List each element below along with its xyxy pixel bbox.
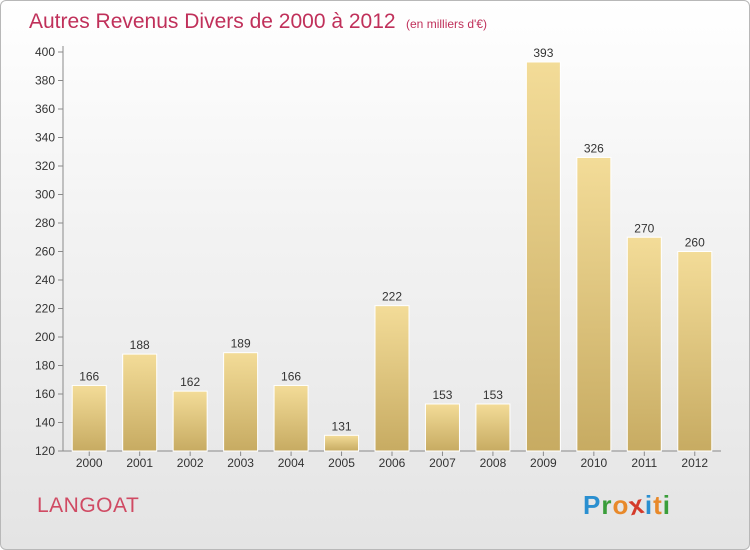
proxiti-logo: Proxiti	[583, 489, 671, 522]
x-tick-label: 2006	[379, 456, 406, 470]
x-tick-label: 2004	[278, 456, 305, 470]
y-tick-label: 360	[35, 102, 55, 116]
commune-name: LANGOAT	[37, 494, 140, 517]
x-tick-label: 2010	[580, 456, 607, 470]
bars	[71, 61, 713, 452]
y-tick-label: 340	[35, 131, 55, 145]
x-tick-label: 2003	[227, 456, 254, 470]
logo-letter: o	[612, 490, 630, 520]
bar-2001	[122, 353, 158, 452]
data-label-2004: 166	[281, 369, 301, 383]
y-tick-label: 200	[35, 330, 55, 344]
bar-2002	[172, 390, 208, 452]
data-label-2003: 189	[231, 337, 251, 351]
bar-2006	[374, 305, 410, 452]
bar-2000	[71, 384, 107, 452]
x-tick-label: 2009	[530, 456, 557, 470]
data-label-2000: 166	[79, 369, 99, 383]
y-tick-label: 120	[35, 444, 55, 458]
data-label-2012: 260	[685, 236, 705, 250]
x-tick-label: 2012	[681, 456, 708, 470]
logo-letter: r	[601, 490, 613, 520]
y-tick-label: 380	[35, 74, 55, 88]
x-tick-label: 2005	[328, 456, 355, 470]
x-tick-label: 2008	[480, 456, 507, 470]
data-label-2002: 162	[180, 375, 200, 389]
y-tick-label: 280	[35, 216, 55, 230]
y-tick-label: 240	[35, 273, 55, 287]
data-label-2010: 326	[584, 141, 604, 155]
logo-letter: i	[644, 490, 654, 520]
y-tick-label: 220	[35, 302, 55, 316]
x-tick-label: 2002	[177, 456, 204, 470]
chart-title-row: Autres Revenus Divers de 2000 à 2012 (en…	[29, 10, 487, 34]
logo-letter: i	[662, 490, 671, 520]
logo-letter: P	[583, 490, 602, 520]
chart-title: Autres Revenus Divers de 2000 à 2012	[29, 10, 396, 33]
y-tick-label: 300	[35, 188, 55, 202]
bar-2003	[223, 352, 259, 452]
bar-2010	[576, 156, 612, 452]
bar-2007	[424, 403, 460, 452]
y-tick-label: 140	[35, 416, 55, 430]
data-labels: 166 188 162 189 166 131 222 153 153 393 326 270 260	[79, 46, 705, 433]
y-tick-label: 160	[35, 387, 55, 401]
bar-2005	[324, 434, 360, 452]
x-tick-label: 2001	[126, 456, 153, 470]
bar-2011	[626, 236, 662, 452]
data-label-2005: 131	[332, 419, 352, 433]
data-label-2001: 188	[130, 338, 150, 352]
data-label-2009: 393	[533, 46, 553, 60]
x-tick-label: 2011	[631, 456, 657, 470]
bar-2004	[273, 384, 309, 452]
bar-2009	[525, 61, 561, 452]
y-tick-label: 400	[35, 45, 55, 59]
x-tick-label: 2007	[429, 456, 456, 470]
data-label-2006: 222	[382, 290, 402, 304]
data-label-2008: 153	[483, 388, 503, 402]
chart-subtitle: (en milliers d'€)	[406, 17, 487, 31]
logo-letter: t	[653, 490, 663, 520]
y-tick-label: 320	[35, 159, 55, 173]
y-tick-label: 260	[35, 245, 55, 259]
bar-2008	[475, 403, 511, 452]
data-label-2011: 270	[634, 221, 654, 235]
data-label-2007: 153	[432, 388, 452, 402]
x-tick-label: 2000	[76, 456, 103, 470]
bar-2012	[677, 251, 713, 452]
y-tick-label: 180	[35, 359, 55, 373]
